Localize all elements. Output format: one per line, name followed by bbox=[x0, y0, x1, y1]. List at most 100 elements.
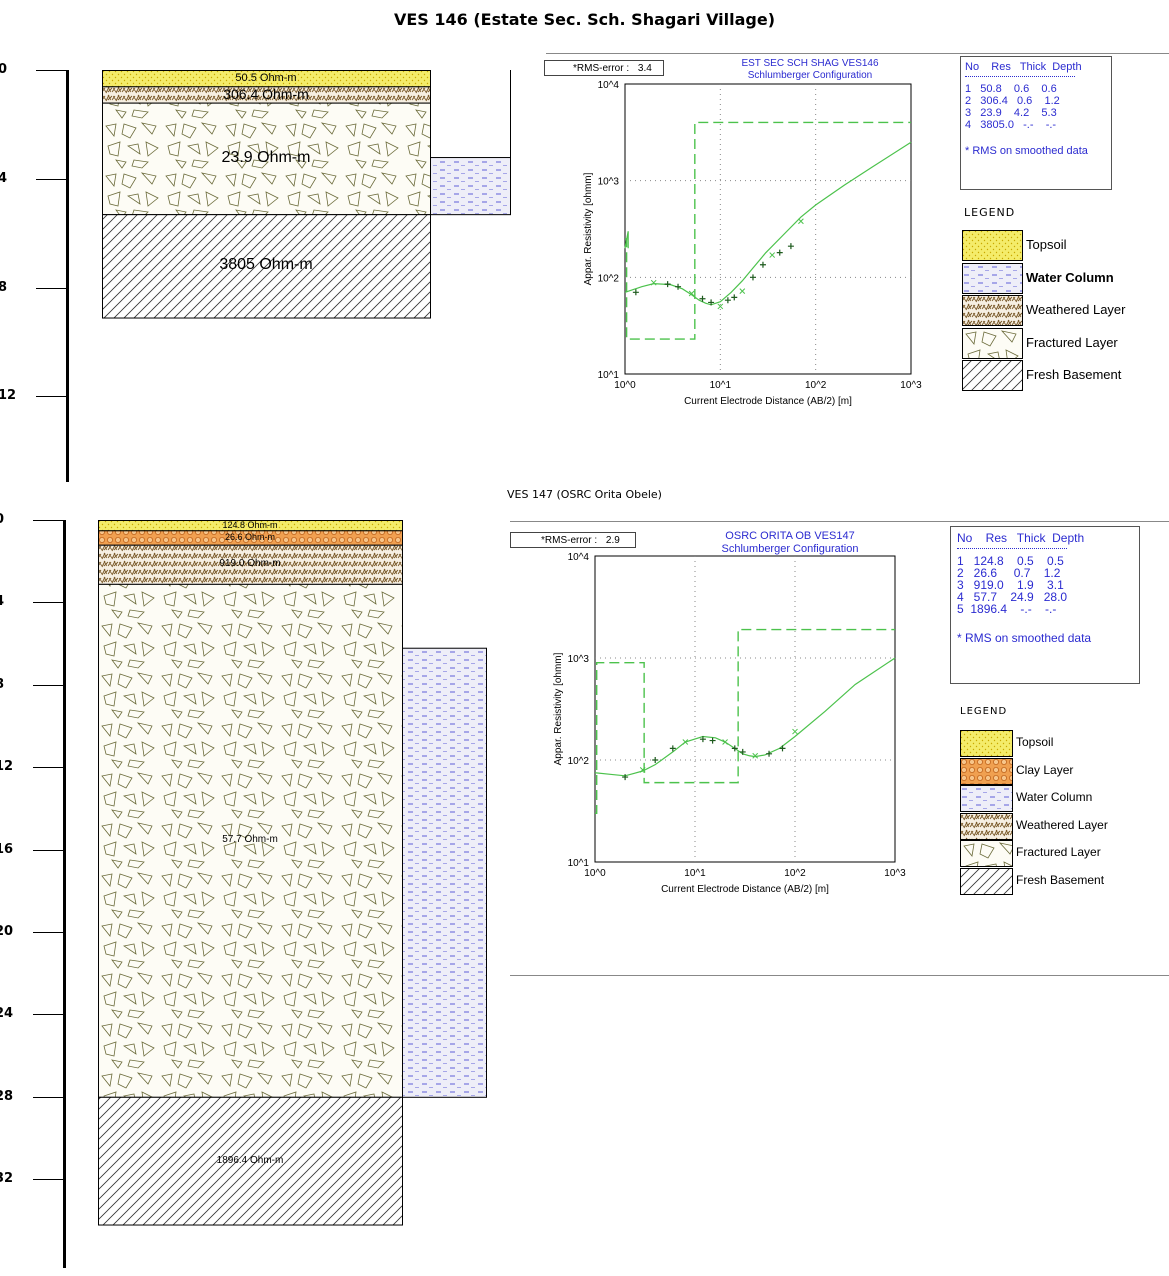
ves146-table-divider bbox=[965, 76, 1075, 77]
legend-label: Weathered Layer bbox=[1016, 817, 1108, 832]
y-tick-label: 10^2 bbox=[568, 756, 590, 767]
observed-point bbox=[759, 261, 766, 268]
observed-point bbox=[664, 281, 671, 288]
observed-point bbox=[731, 294, 738, 301]
observed-point bbox=[724, 297, 731, 304]
ves147-rms-box: *RMS-error : 2.9 bbox=[510, 532, 636, 548]
table-row: 3 919.0 1.9 3.1 bbox=[957, 578, 1064, 592]
observed-point bbox=[769, 252, 776, 258]
depth-tick-label: 4 bbox=[0, 170, 8, 186]
depth-tick-label: 28 bbox=[0, 1088, 14, 1104]
table-row: 2 306.4 0.6 1.2 bbox=[965, 95, 1060, 107]
ves146-title: VES 146 (Estate Sec. Sch. Shagari Villag… bbox=[393, 10, 776, 29]
legend-swatch-fractured bbox=[962, 327, 1023, 359]
observed-point bbox=[632, 289, 639, 296]
layer-label: 26.6 Ohm-m bbox=[224, 532, 275, 543]
y-tick-label: 10^4 bbox=[568, 552, 590, 563]
ves146-table-rows: 1 50.8 0.6 0.6 2 306.4 0.6 1.2 3 23.9 4.2 … bbox=[965, 83, 1107, 131]
model-edge-curve bbox=[624, 231, 629, 249]
depth-tick-label: 8 bbox=[0, 279, 8, 295]
ves146-chart-title-1: EST SEC SCH SHAG VES146 bbox=[741, 58, 879, 69]
table-row: 4 57.7 24.9 28.0 bbox=[957, 590, 1068, 604]
ves146-chart-title-2: Schlumberger Configuration bbox=[747, 70, 873, 81]
depth-tick-label: 0 bbox=[0, 62, 8, 77]
y-tick-label: 10^1 bbox=[598, 370, 620, 381]
layer-column-svg bbox=[102, 70, 511, 319]
depth-tick-label: 8 bbox=[0, 677, 25, 692]
legend-swatch-fractured bbox=[960, 840, 1013, 867]
depth-tick-mark bbox=[33, 1179, 63, 1181]
observed-point bbox=[699, 736, 706, 743]
ves147-table-divider bbox=[957, 548, 1067, 549]
legend-swatch-weathered bbox=[962, 295, 1023, 326]
table-row: 1 124.8 0.5 0.5 bbox=[957, 554, 1064, 568]
observed-point bbox=[739, 748, 746, 755]
layer-basement bbox=[98, 1096, 403, 1226]
observed-point bbox=[787, 243, 794, 250]
legend-swatch-water bbox=[960, 785, 1013, 812]
y-tick-label: 10^1 bbox=[568, 858, 590, 869]
y-axis-label: Appar. Resistivity [ohmm] bbox=[553, 652, 564, 765]
layer-label: 919.0 Ohm-m bbox=[219, 558, 281, 570]
x-tick-label: 10^2 bbox=[784, 868, 806, 879]
ves146-chart-title: EST SEC SCH SHAG VES146 Schlumberger Con… bbox=[700, 58, 920, 82]
layer-column-svg bbox=[98, 520, 487, 1226]
layer-label: 3805 Ohm-m bbox=[219, 256, 313, 274]
ves147-chart-title-1: OSRC ORITA OB VES147 bbox=[725, 530, 855, 542]
observed-point bbox=[675, 283, 682, 290]
y-tick-label: 10^4 bbox=[598, 80, 620, 91]
legend-swatch-topsoil bbox=[962, 230, 1023, 261]
observed-point bbox=[639, 767, 646, 773]
observed-point bbox=[717, 303, 724, 310]
legend-swatch-water bbox=[962, 262, 1023, 294]
observed-point bbox=[699, 295, 706, 302]
observed-point bbox=[739, 288, 746, 294]
depth-tick-mark bbox=[33, 1014, 63, 1016]
layer-label: 50.5 Ohm-m bbox=[235, 71, 297, 84]
x-tick-label: 10^0 bbox=[614, 380, 636, 391]
x-tick-label: 10^1 bbox=[710, 380, 732, 391]
observed-point bbox=[798, 218, 804, 225]
ves147-rms-value: 2.9 bbox=[605, 535, 620, 546]
table-row: 1 50.8 0.6 0.6 bbox=[965, 83, 1057, 95]
depth-tick-label: 16 bbox=[0, 841, 14, 857]
plot-area bbox=[594, 555, 896, 863]
ves147-model-table: No Res Thick Depth 1 124.8 0.5 0.5 2 26.6… bbox=[950, 526, 1140, 684]
layer-label: 124.8 Ohm-m bbox=[222, 519, 278, 530]
depth-tick-mark bbox=[33, 849, 63, 851]
depth-tick-label: 0 bbox=[0, 512, 25, 527]
legend-swatch-basement bbox=[962, 360, 1023, 391]
observed-point bbox=[708, 299, 715, 306]
depth-tick-mark bbox=[33, 520, 63, 521]
ves146-rms-label: *RMS-error : bbox=[573, 63, 630, 74]
layer-basement bbox=[102, 214, 431, 319]
ves147-table-note: * RMS on smoothed data bbox=[957, 631, 1092, 645]
y-tick-label: 10^3 bbox=[598, 177, 620, 188]
x-tick-label: 10^2 bbox=[805, 380, 827, 391]
depth-tick-mark bbox=[36, 70, 66, 71]
plot-area bbox=[624, 83, 912, 375]
ves147-title: VES 147 (OSRC Orita Obele) bbox=[507, 488, 662, 501]
observed-point bbox=[792, 728, 798, 735]
ves146-depth-axis bbox=[66, 70, 69, 482]
ves146-resistivity-chart: 10^0 10^1 10^2 10^310^110^210^310^4Current … bbox=[583, 80, 922, 407]
fitted-curve bbox=[624, 141, 912, 306]
depth-tick-mark bbox=[33, 1096, 63, 1098]
observed-point bbox=[669, 745, 676, 752]
ves147-table-rows: 1 124.8 0.5 0.5 2 26.6 0.7 1.2 3 919.0 1.9… bbox=[957, 555, 1133, 615]
ves146-table-header: No Res Thick Depth bbox=[965, 61, 1082, 73]
x-tick-label: 10^3 bbox=[884, 868, 906, 879]
x-tick-label: 10^0 bbox=[584, 868, 606, 879]
y-tick-label: 10^3 bbox=[568, 654, 590, 665]
depth-tick-mark bbox=[33, 767, 63, 769]
depth-tick-mark bbox=[36, 178, 66, 180]
legend-swatch-topsoil bbox=[960, 730, 1013, 757]
depth-tick-label: 4 bbox=[0, 594, 25, 609]
table-row: 5 1896.4 -.- -.- bbox=[957, 602, 1057, 616]
depth-tick-label: 32 bbox=[0, 1171, 14, 1187]
layer-label: 1896.4 Ohm-m bbox=[216, 1154, 284, 1166]
x-tick-label: 10^1 bbox=[684, 868, 706, 879]
ves146-rms-box: *RMS-error : 3.4 bbox=[544, 60, 664, 76]
legend-label: Topsoil bbox=[1016, 735, 1054, 749]
x-axis-label: Current Electrode Distance (AB/2) [m] bbox=[684, 396, 852, 407]
